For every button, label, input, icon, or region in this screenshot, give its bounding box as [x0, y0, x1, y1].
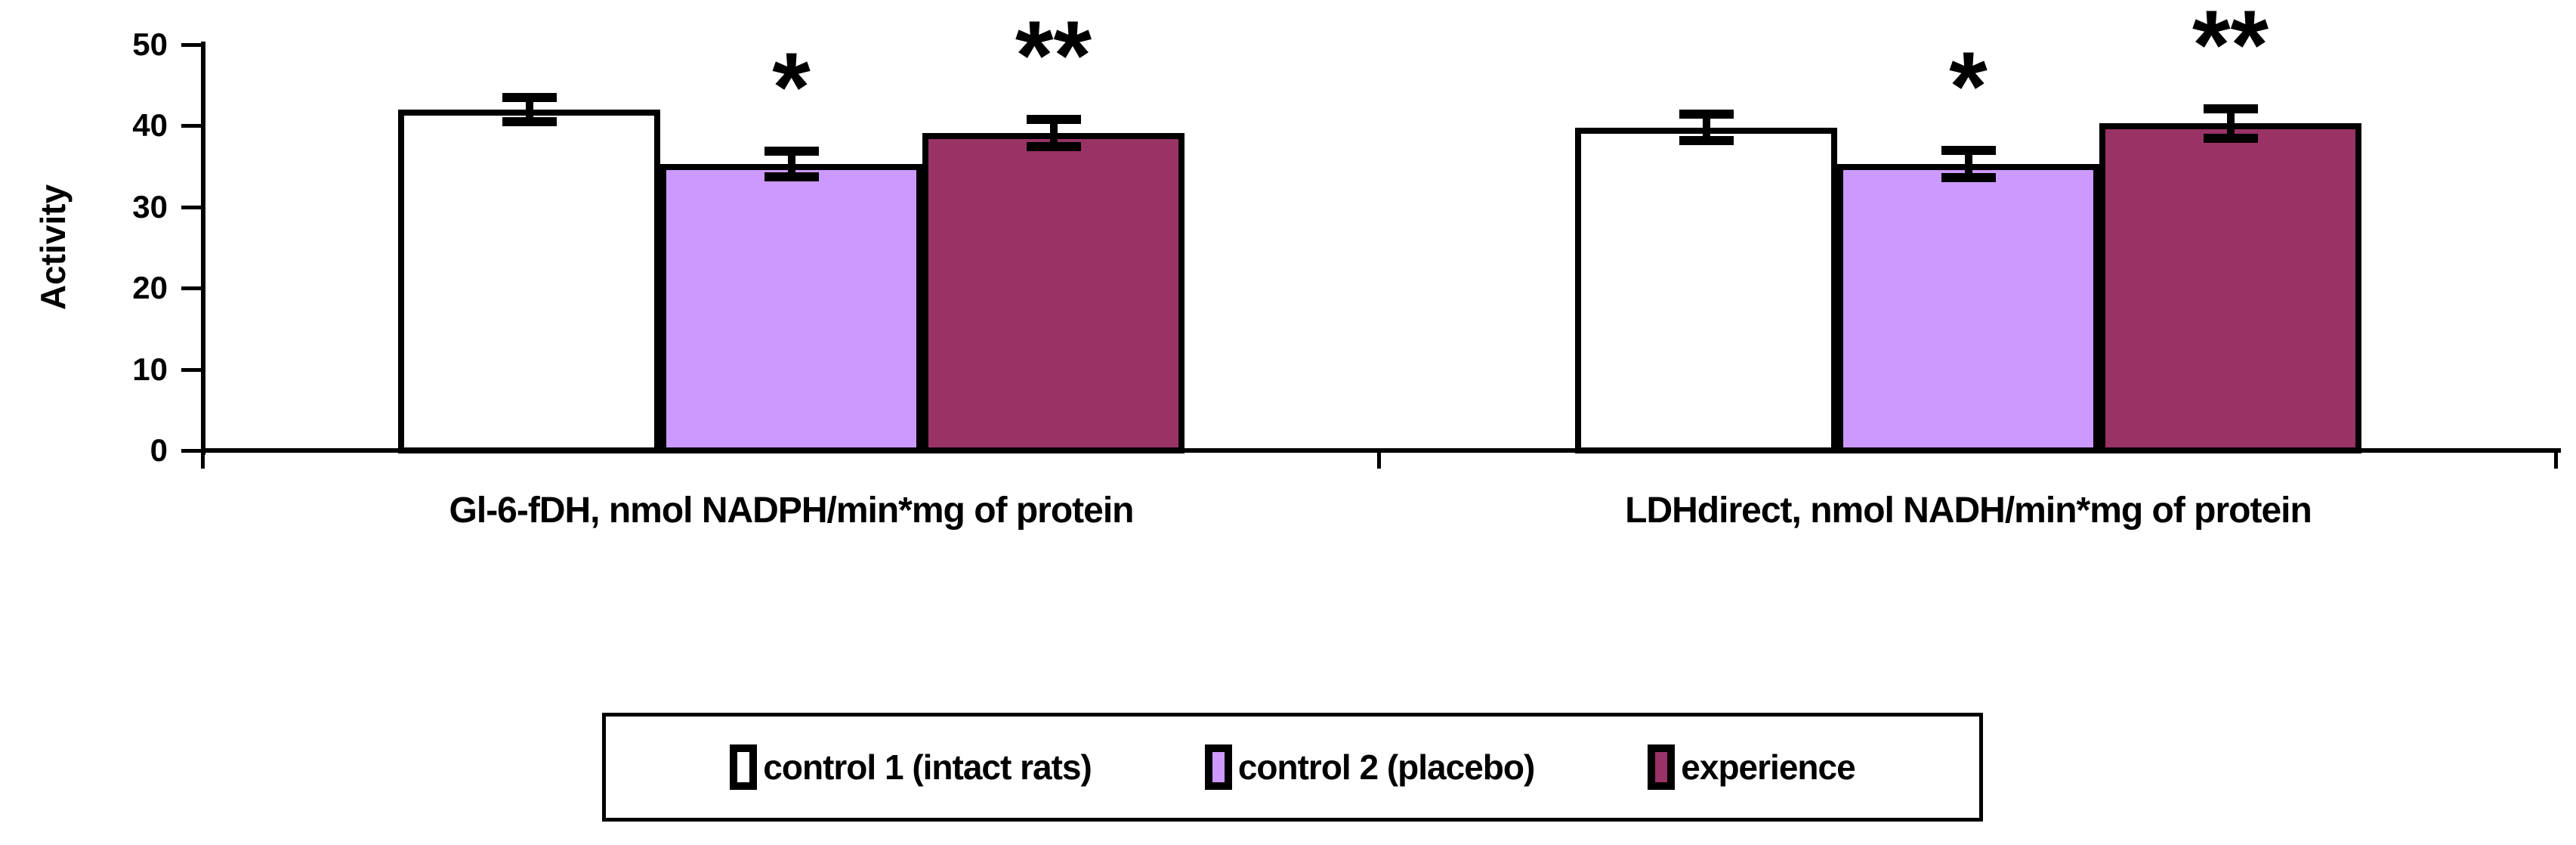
y-tick-mark [181, 367, 204, 372]
y-tick-mark [181, 205, 204, 209]
y-tick-mark [181, 449, 204, 453]
bar-1-group-1 [398, 109, 660, 453]
error-bar-cap-top [2203, 104, 2258, 113]
y-tick-mark [181, 43, 204, 47]
y-tick-label: 40 [132, 107, 168, 144]
bar-2-group-1 [660, 163, 922, 453]
error-bar-cap-bottom [1026, 142, 1081, 152]
error-bar-cap-bottom [502, 117, 557, 127]
error-bar-cap-top [1679, 110, 1734, 119]
legend-swatch-icon [1204, 744, 1232, 790]
error-bar-cap-bottom [2203, 133, 2258, 143]
error-bar-whisker [787, 150, 795, 178]
legend-swatch-icon [730, 744, 758, 790]
legend-swatch-icon [1648, 744, 1676, 790]
y-tick-label: 0 [150, 432, 168, 468]
error-bar-whisker [2226, 108, 2235, 138]
y-tick-mark [181, 124, 204, 128]
error-bar-cap-top [1941, 145, 1996, 155]
legend-label: control 2 (placebo) [1237, 748, 1535, 787]
legend-label: control 1 (intact rats) [763, 748, 1092, 787]
legend-item: control 1 (intact rats) [730, 744, 1092, 790]
category-label: LDHdirect, nmol NADH/min*mg of protein [1625, 491, 2312, 531]
category-boundary-tick [201, 450, 205, 469]
y-axis-line [201, 42, 205, 455]
error-bar-cap-bottom [1679, 135, 1734, 145]
error-bar-whisker [1049, 119, 1058, 147]
bar-3-group-2 [2099, 123, 2361, 453]
error-bar-whisker [525, 97, 533, 122]
bar-3-group-1 [922, 133, 1185, 453]
category-boundary-tick [2554, 450, 2558, 469]
significance-annotation: ** [1015, 0, 1092, 110]
bar-2-group-2 [1837, 163, 2099, 453]
error-bar-cap-bottom [1941, 173, 1996, 183]
error-bar-whisker [1702, 114, 1710, 141]
category-boundary-tick [1377, 450, 1381, 469]
legend: control 1 (intact rats) control 2 (placeb… [602, 713, 1983, 822]
bar-1-group-2 [1575, 127, 1837, 453]
y-tick-label: 50 [132, 26, 168, 62]
y-tick-label: 10 [132, 351, 168, 387]
y-tick-mark [181, 286, 204, 291]
significance-annotation: * [1949, 30, 1988, 141]
legend-item: experience [1648, 744, 1856, 790]
y-tick-label: 20 [132, 270, 168, 306]
error-bar-whisker [1964, 150, 1972, 178]
y-tick-label: 30 [132, 188, 168, 224]
error-bar-cap-top [1026, 114, 1081, 124]
x-axis-line [201, 448, 2561, 453]
error-bar-cap-bottom [764, 172, 819, 182]
error-bar-cap-top [502, 92, 557, 102]
legend-label: experience [1681, 748, 1855, 787]
error-bar-cap-top [764, 146, 819, 156]
legend-item: control 2 (placebo) [1204, 744, 1535, 790]
significance-annotation: * [772, 31, 811, 142]
significance-annotation: ** [2191, 0, 2269, 100]
category-label: Gl-6-fDH, nmol NADPH/min*mg of protein [449, 491, 1135, 531]
